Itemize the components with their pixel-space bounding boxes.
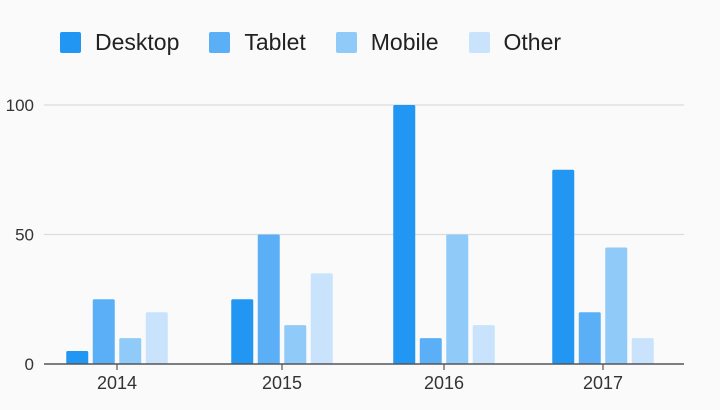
legend-item-other[interactable]: Other bbox=[468, 28, 562, 56]
bar-other-2016 bbox=[472, 325, 495, 364]
legend-item-mobile[interactable]: Mobile bbox=[335, 28, 439, 56]
axes: 0 50 100 2014 2015 2016 2017 bbox=[6, 96, 684, 393]
bar-mobile-2017 bbox=[605, 247, 628, 364]
y-tick-label-100: 100 bbox=[6, 96, 34, 115]
bar-tablet-2014 bbox=[92, 299, 115, 364]
legend-item-tablet[interactable]: Tablet bbox=[209, 28, 306, 56]
x-tick-label-2017: 2017 bbox=[583, 373, 623, 393]
legend-swatch-mobile bbox=[335, 31, 357, 53]
legend: Desktop Tablet Mobile Other bbox=[60, 28, 591, 56]
bar-mobile-2015 bbox=[284, 325, 307, 364]
bar-desktop-2017 bbox=[552, 169, 575, 364]
bar-tablet-2016 bbox=[419, 338, 442, 364]
legend-label-desktop: Desktop bbox=[95, 28, 180, 55]
bar-desktop-2014 bbox=[66, 351, 89, 364]
bar-other-2014 bbox=[145, 312, 168, 364]
legend-label-tablet: Tablet bbox=[244, 28, 306, 55]
bar-desktop-2015 bbox=[231, 299, 254, 364]
x-tick-label-2014: 2014 bbox=[97, 373, 137, 393]
bar-other-2017 bbox=[631, 338, 654, 364]
bar-tablet-2017 bbox=[578, 312, 601, 364]
gridlines bbox=[44, 104, 684, 236]
bars bbox=[66, 105, 654, 364]
x-tick-label-2016: 2016 bbox=[424, 373, 464, 393]
bar-mobile-2014 bbox=[119, 338, 142, 364]
bar-other-2015 bbox=[310, 273, 333, 364]
legend-swatch-other bbox=[468, 31, 490, 53]
legend-swatch-tablet bbox=[209, 31, 231, 53]
legend-swatch-desktop bbox=[60, 31, 81, 53]
legend-label-mobile: Mobile bbox=[370, 28, 439, 55]
x-tick-label-2015: 2015 bbox=[262, 373, 302, 393]
bar-mobile-2016 bbox=[446, 234, 469, 364]
bar-tablet-2015 bbox=[257, 234, 280, 364]
y-tick-label-50: 50 bbox=[15, 226, 34, 245]
bar-desktop-2016 bbox=[393, 105, 416, 364]
legend-item-desktop[interactable]: Desktop bbox=[60, 29, 179, 56]
y-tick-label-0: 0 bbox=[25, 355, 34, 374]
legend-label-other: Other bbox=[503, 28, 562, 55]
